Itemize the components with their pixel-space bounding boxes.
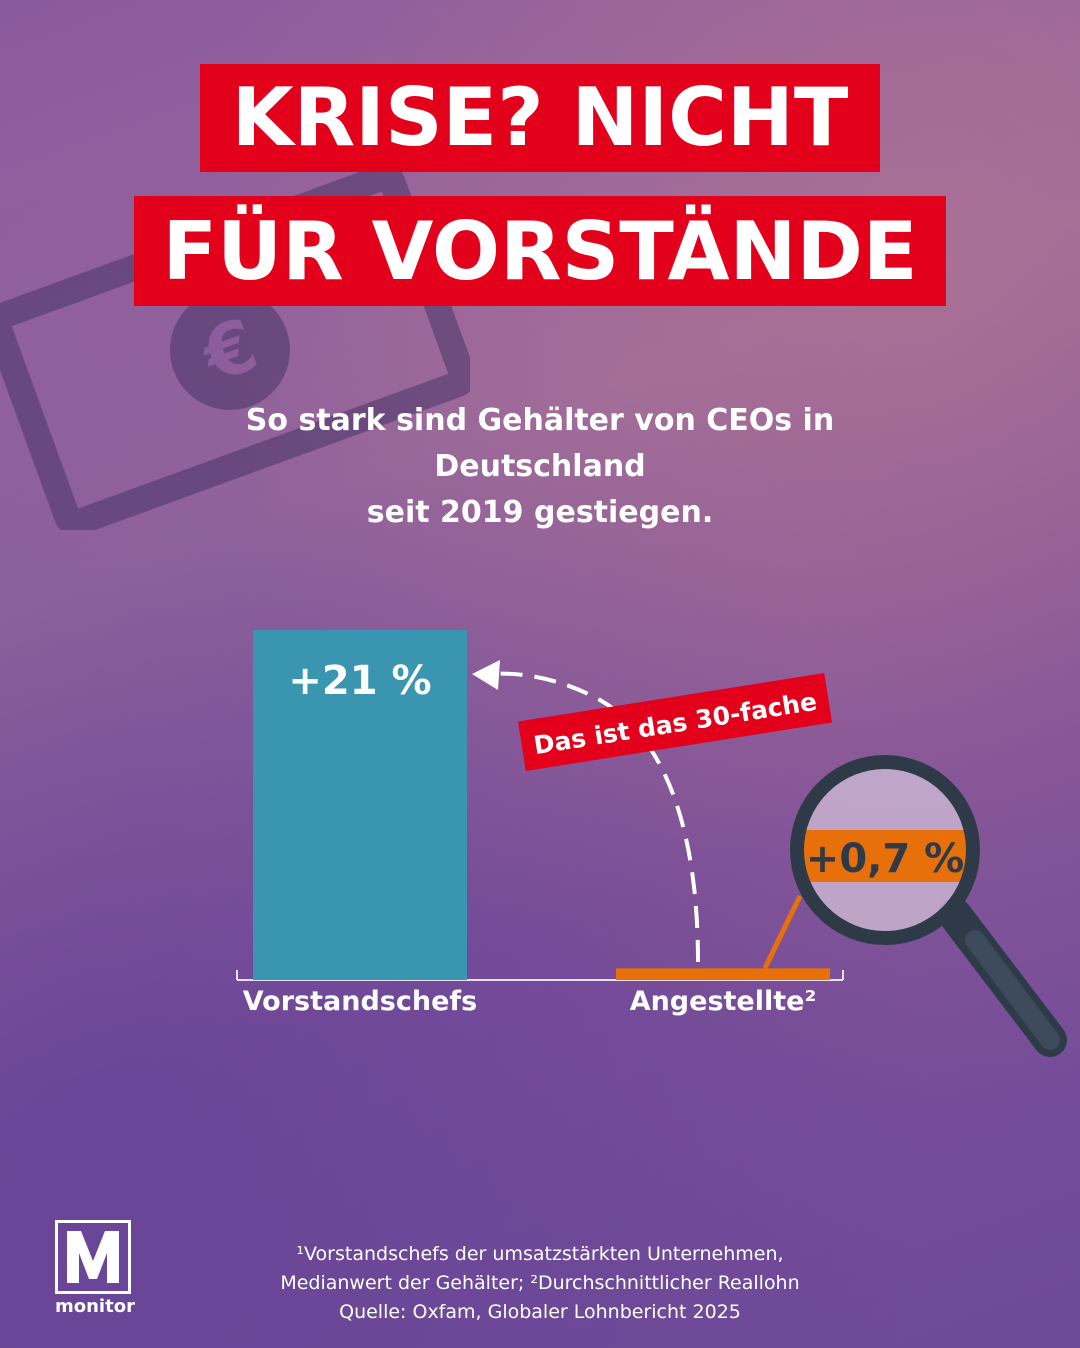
bar-chart: +21 % Vorstandschefs Angestellte² Das is… xyxy=(236,630,1067,1057)
source-line: Quelle: Oxfam, Globaler Lohnbericht 2025 xyxy=(339,1301,741,1323)
category-label-angestellte: Angestellte² xyxy=(630,986,817,1017)
title-line-1: KRISE? NICHT xyxy=(200,64,880,172)
logo-m-icon xyxy=(67,1231,119,1283)
arrow-head-icon xyxy=(472,660,500,690)
bar-vorstandschefs xyxy=(253,630,467,980)
monitor-logo: monitor xyxy=(55,1220,135,1320)
subtitle-line-2: seit 2019 gestiegen. xyxy=(366,495,714,530)
footnote-line-2: Medianwert der Gehälter; ²Durchschnittli… xyxy=(280,1272,800,1294)
subtitle: So stark sind Gehälter von CEOs in Deuts… xyxy=(140,398,940,536)
magnifier-connector xyxy=(762,894,803,970)
magnifying-glass-icon: +0,7 % xyxy=(790,755,1067,1057)
title-line-2: FÜR VORSTÄNDE xyxy=(134,196,946,306)
logo-text: monitor xyxy=(55,1296,135,1317)
footnote-line-1: ¹Vorstandschefs der umsatzstärkten Unter… xyxy=(296,1243,784,1265)
footnote: ¹Vorstandschefs der umsatzstärkten Unter… xyxy=(240,1240,840,1327)
annotation-badge xyxy=(517,673,833,771)
value-label-vorstandschefs: +21 % xyxy=(288,658,431,704)
subtitle-line-1: So stark sind Gehälter von CEOs in Deuts… xyxy=(245,403,835,484)
category-label-vorstandschefs: Vorstandschefs xyxy=(243,986,477,1017)
bar-angestellte xyxy=(616,968,830,980)
value-label-angestellte: +0,7 % xyxy=(806,836,964,882)
logo-mark xyxy=(55,1220,131,1294)
